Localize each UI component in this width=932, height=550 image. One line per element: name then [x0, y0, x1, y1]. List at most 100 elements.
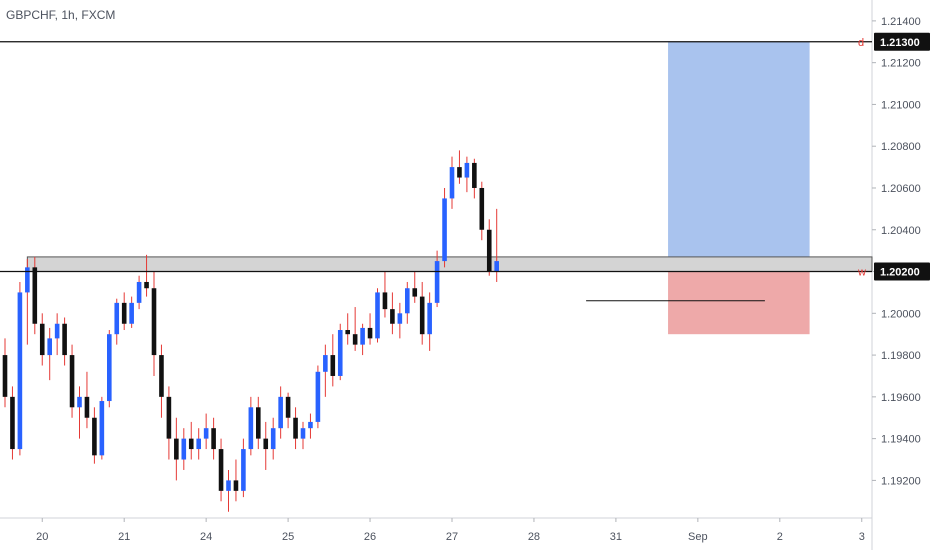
candle-body — [114, 302, 120, 335]
candle-body — [129, 302, 134, 324]
price-level-marker: d — [858, 37, 864, 49]
candle-body — [54, 323, 60, 339]
x-tick-label: Sep — [688, 531, 708, 543]
candle-body — [427, 302, 432, 335]
candle-body — [203, 428, 209, 439]
y-tick-label: 1.19400 — [881, 434, 921, 446]
candle-body — [136, 281, 142, 303]
candle-body — [449, 167, 455, 199]
candle-body — [241, 449, 246, 491]
price-badge — [874, 262, 930, 281]
candle-body — [390, 309, 395, 324]
candle-body — [300, 428, 306, 439]
candle-body — [256, 407, 261, 439]
support-band — [26, 256, 873, 273]
candle-body — [151, 288, 157, 356]
candle-body — [218, 449, 224, 491]
x-tick-label: 27 — [446, 531, 458, 543]
price-level-marker: w — [857, 267, 866, 279]
candles — [2, 150, 499, 512]
candle-body — [17, 292, 23, 450]
candle-body — [92, 417, 97, 456]
price-badge — [874, 32, 930, 51]
candle-body — [323, 355, 328, 372]
candle-body — [99, 401, 105, 456]
candle-body — [181, 438, 187, 460]
x-tick-label: 26 — [364, 531, 376, 543]
candle-body — [464, 162, 470, 178]
candle-body — [382, 292, 388, 310]
candle-body — [472, 162, 477, 188]
candle-body — [486, 229, 492, 272]
candle-body — [32, 267, 38, 324]
price-badge-label: 1.21300 — [880, 37, 920, 49]
candle-body — [226, 480, 231, 491]
time-axis[interactable]: 20 21 24 25 26 27 28 31 Sep 2 3 — [36, 518, 865, 543]
candle-body — [10, 396, 15, 450]
candle-body — [77, 396, 82, 408]
candle-body — [233, 480, 239, 491]
x-tick-label: 3 — [859, 531, 865, 543]
candle-body — [263, 438, 269, 450]
target-zone — [668, 41, 810, 257]
y-tick-label: 1.20000 — [881, 308, 921, 320]
candle-body — [285, 396, 291, 418]
y-tick-label: 1.20800 — [881, 141, 921, 153]
x-tick-label: 24 — [200, 531, 212, 543]
y-tick-label: 1.21000 — [881, 99, 921, 111]
candle-body — [107, 334, 112, 402]
candle-body — [405, 288, 410, 314]
candle-body — [278, 396, 283, 429]
candle-body — [39, 323, 45, 356]
candle-body — [412, 288, 418, 297]
candle-body — [367, 327, 373, 339]
y-tick-label: 1.21400 — [881, 16, 921, 28]
candle-body — [360, 327, 365, 345]
price-levels: dw — [0, 37, 872, 302]
y-tick-label: 1.20600 — [881, 183, 921, 195]
x-tick-label: 21 — [118, 531, 130, 543]
x-tick-label: 28 — [528, 531, 540, 543]
candle-body — [47, 338, 52, 356]
candle-body — [144, 281, 149, 289]
candle-body — [315, 371, 321, 422]
candle-body — [121, 302, 127, 324]
candle-body — [352, 334, 358, 345]
candle-body — [166, 396, 172, 439]
x-tick-label: 25 — [282, 531, 294, 543]
price-axis[interactable]: 1.19200 1.19400 1.19600 1.19800 1.20000 1.202… — [872, 16, 930, 488]
candle-body — [308, 421, 313, 429]
candle-body — [419, 296, 425, 335]
candle-body — [479, 187, 485, 230]
candle-body — [174, 438, 179, 460]
candle-body — [25, 267, 30, 293]
candle-body — [159, 355, 164, 397]
candle-body — [293, 417, 298, 439]
grid — [0, 0, 873, 550]
candle-body — [69, 355, 75, 408]
candle-body — [330, 355, 336, 376]
candle-body — [457, 167, 462, 178]
x-tick-label: 31 — [610, 531, 622, 543]
candle-body — [345, 330, 350, 335]
candle-body — [2, 355, 8, 397]
candle-body — [397, 313, 403, 324]
y-tick-label: 1.19600 — [881, 392, 921, 404]
candle-body — [188, 438, 194, 450]
price-badge-label: 1.20200 — [880, 267, 920, 279]
y-tick-label: 1.19200 — [881, 475, 921, 487]
candle-body — [196, 438, 201, 450]
candle-body — [442, 198, 447, 262]
y-tick-label: 1.20400 — [881, 225, 921, 237]
candle-body — [434, 261, 440, 303]
candle-body — [62, 323, 67, 356]
candle-body — [248, 407, 254, 450]
candle-body — [84, 396, 90, 418]
position-zones — [668, 41, 810, 335]
candle-body — [270, 428, 276, 450]
y-tick-label: 1.19800 — [881, 350, 921, 362]
candle-body — [494, 261, 499, 272]
candle-body — [337, 330, 343, 376]
x-tick-label: 2 — [777, 531, 783, 543]
